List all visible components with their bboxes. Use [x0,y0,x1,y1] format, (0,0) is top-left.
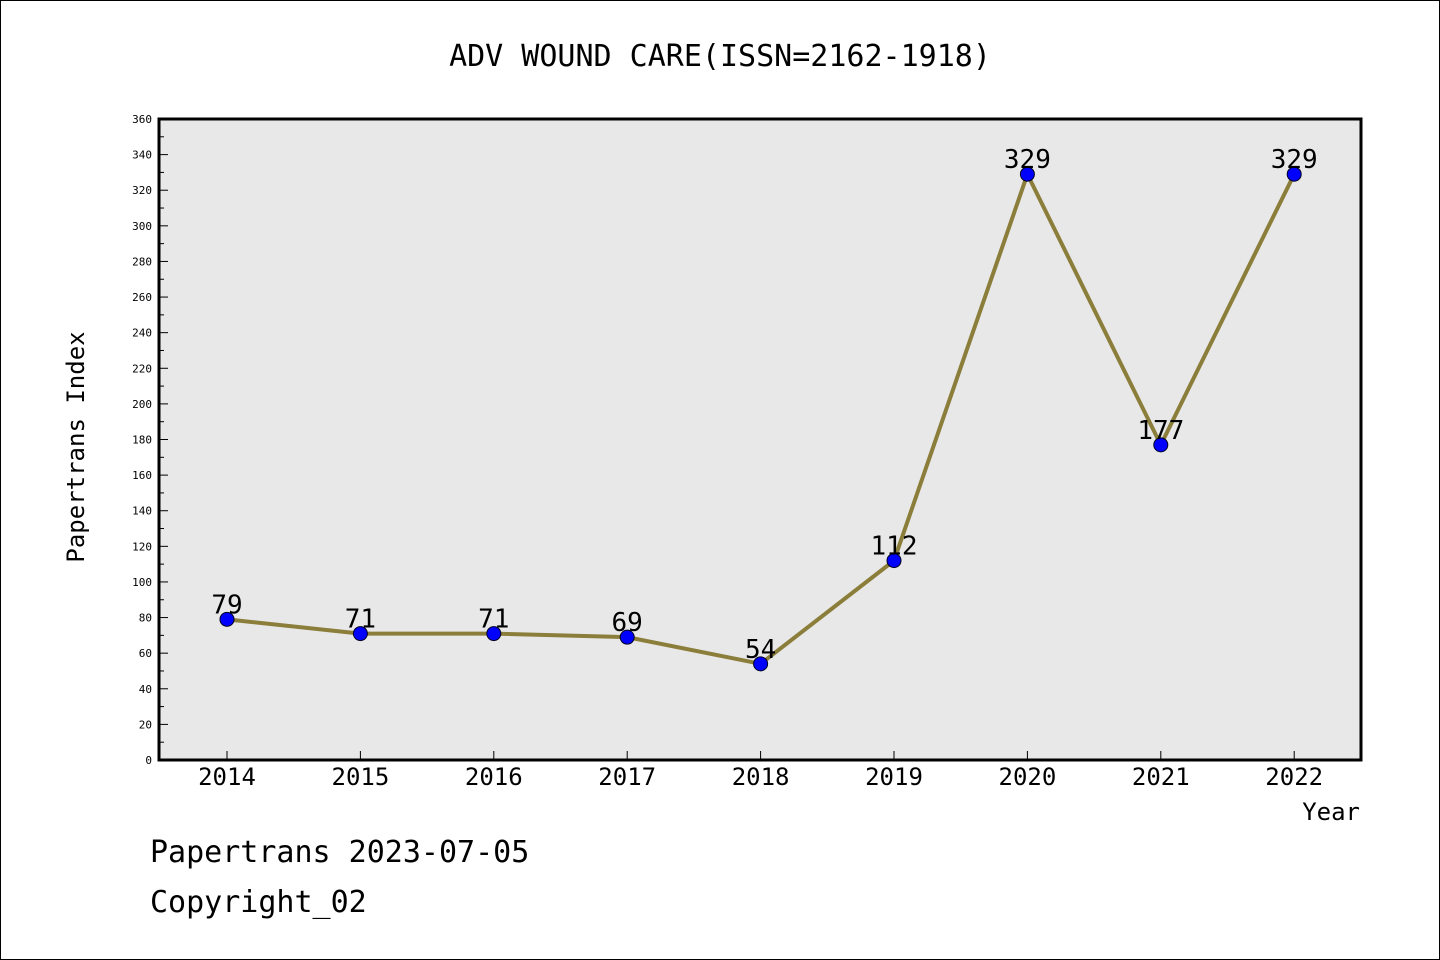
x-axis-title: Year [1302,798,1360,826]
data-points [219,166,1302,672]
x-tick-label: 2018 [732,763,790,791]
y-tick-label: 160 [132,469,152,482]
x-tick-label: 2019 [865,763,923,791]
data-label: 177 [1137,416,1184,446]
y-tick-label: 360 [132,113,152,126]
y-tick-label: 140 [132,505,152,518]
x-tick-label: 2014 [198,763,256,791]
data-label: 71 [478,605,509,635]
x-tick-label: 2021 [1132,763,1190,791]
x-tick-label: 2022 [1265,763,1323,791]
y-tick-label: 280 [132,255,152,268]
y-tick-label: 200 [132,398,152,411]
x-tick-label: 2016 [465,763,523,791]
data-point [753,656,769,672]
data-label: 112 [871,532,918,562]
data-point [1019,166,1035,182]
y-tick-label: 260 [132,291,152,304]
y-axis: 0 20 40 60 80 100 120 140 160 180 200 220 240 260 280 3… [132,113,168,767]
data-labels: 79 71 71 69 54 112 329 177 329 [211,145,1317,665]
data-point [486,626,502,642]
data-label: 79 [211,590,242,620]
y-tick-label: 220 [132,362,152,375]
y-tick-label: 300 [132,220,152,233]
x-tick-label: 2015 [332,763,390,791]
y-tick-label: 80 [139,612,152,625]
footer-date: Papertrans 2023-07-05 [150,835,530,870]
y-tick-label: 40 [139,683,152,696]
y-tick-label: 100 [132,576,152,589]
y-tick-label: 60 [139,647,152,660]
x-axis: 2014 2015 2016 2017 2018 2019 2020 2021 2022 [198,751,1323,791]
x-tick-label: 2020 [999,763,1057,791]
x-tick-label: 2017 [598,763,656,791]
data-point [219,611,235,627]
data-label: 71 [345,605,376,635]
y-tick-label: 340 [132,149,152,162]
footer-copyright: Copyright_02 [150,885,367,920]
data-point [1286,166,1302,182]
y-tick-label: 20 [139,718,152,731]
y-tick-label: 0 [145,754,152,767]
data-label: 69 [612,608,643,638]
y-tick-label: 240 [132,327,152,340]
y-tick-label: 120 [132,540,152,553]
y-tick-label: 180 [132,434,152,447]
data-point [886,553,902,569]
data-label: 329 [1271,145,1318,175]
data-point [352,626,368,642]
chart-title: ADV WOUND CARE(ISSN=2162-1918) [449,39,991,74]
data-label: 54 [745,635,776,665]
y-tick-label: 320 [132,184,152,197]
data-point [619,629,635,645]
data-point [1153,437,1169,453]
y-axis-title: Papertrans Index [62,331,90,562]
data-label: 329 [1004,145,1051,175]
